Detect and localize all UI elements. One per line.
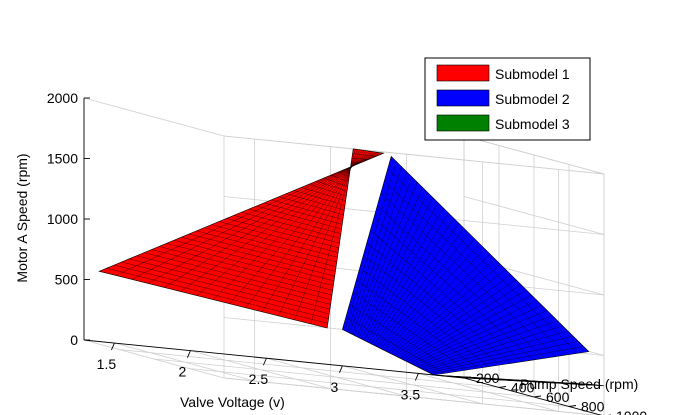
y-tick-label: 800	[581, 399, 605, 415]
x-tick-label: 1.5	[97, 356, 117, 372]
x-tick-label: 3.5	[401, 386, 421, 402]
x-tick-label: 2	[179, 364, 187, 380]
y-tick-label: 1000	[616, 408, 647, 415]
z-tick-label: 500	[55, 272, 79, 288]
legend-swatch-submodel-1	[436, 64, 490, 82]
surface-submodel-3	[433, 374, 605, 387]
legend-swatch-submodel-2	[436, 89, 490, 107]
surface-submodel-2	[342, 155, 590, 376]
legend-label-submodel-2: Submodel 2	[495, 91, 570, 107]
z-tick-label: 1500	[47, 151, 78, 167]
legend-item-submodel-1: Submodel 1	[436, 64, 570, 82]
z-axis-label: Motor A Speed (rpm)	[14, 153, 30, 282]
legend: Submodel 1 Submodel 2 Submodel 3	[424, 57, 591, 141]
x-tick-label: 3	[331, 379, 339, 395]
z-tick-label: 1000	[47, 211, 78, 227]
y-tick-label: 600	[546, 389, 570, 405]
legend-item-submodel-3: Submodel 3	[436, 114, 570, 132]
legend-swatch-submodel-3	[436, 114, 490, 132]
legend-label-submodel-1: Submodel 1	[495, 66, 570, 82]
z-tick-label: 0	[70, 332, 78, 348]
legend-item-submodel-2: Submodel 2	[436, 89, 570, 107]
x-axis-label: Valve Voltage (v)	[180, 394, 285, 410]
ticks: 1.5 2 2.5 3 3.5 200 400 600 800 1000 0 500 1000 1500 2…	[47, 90, 647, 415]
z-tick-label: 2000	[47, 90, 78, 106]
surfaces	[98, 148, 605, 387]
y-tick-label: 200	[476, 370, 500, 386]
y-tick-label: 400	[511, 380, 535, 396]
legend-label-submodel-3: Submodel 3	[495, 116, 570, 132]
x-tick-label: 2.5	[249, 371, 269, 387]
surface-submodel-1	[98, 148, 385, 329]
y-axis-label: Pump Speed (rpm)	[520, 376, 638, 392]
